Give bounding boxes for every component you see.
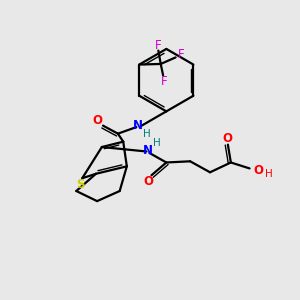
Text: O: O xyxy=(223,132,233,145)
Text: H: H xyxy=(153,138,161,148)
Text: N: N xyxy=(143,143,153,157)
Text: H: H xyxy=(265,169,273,179)
Text: O: O xyxy=(253,164,263,177)
Text: F: F xyxy=(161,75,168,88)
Text: N: N xyxy=(133,119,143,132)
Text: H: H xyxy=(143,129,151,139)
Text: F: F xyxy=(178,48,185,61)
Text: O: O xyxy=(143,175,154,188)
Text: O: O xyxy=(92,114,102,128)
Text: F: F xyxy=(155,39,162,52)
Text: S: S xyxy=(76,178,85,191)
